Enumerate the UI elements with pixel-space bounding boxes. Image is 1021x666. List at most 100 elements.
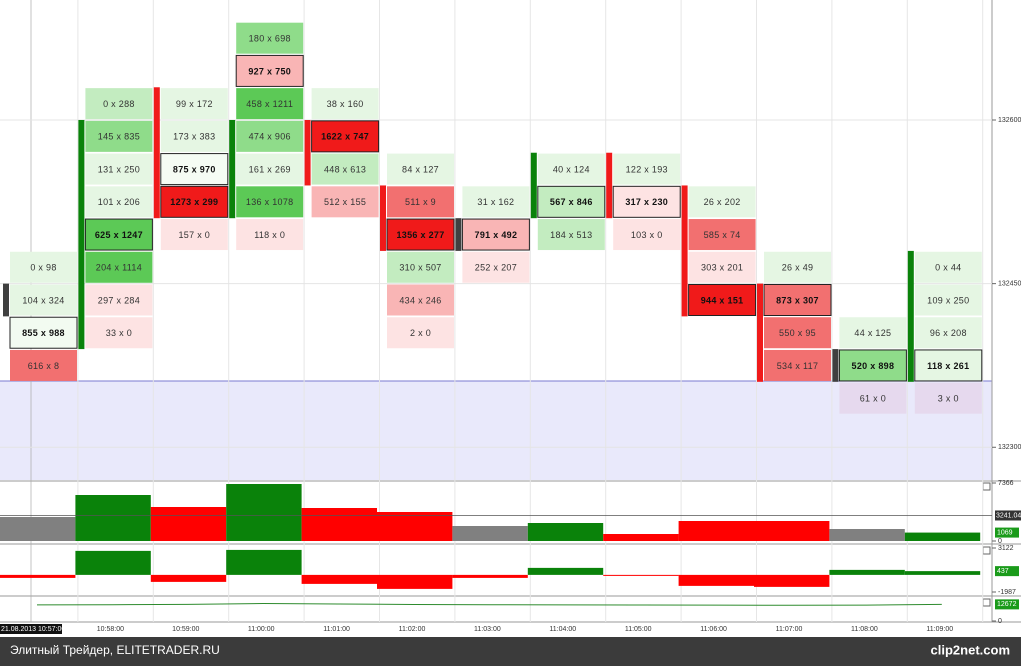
footprint-cell (9, 316, 78, 349)
cell-label: 122 x 193 (626, 164, 668, 174)
footprint-cell (236, 120, 304, 152)
bar (75, 495, 151, 541)
candle-body (681, 185, 688, 317)
cell-label: 145 x 835 (98, 132, 140, 142)
close-box[interactable] (982, 598, 991, 607)
candle-body (380, 185, 386, 251)
y-tick-label: 132450 (998, 280, 1021, 287)
footprint-cell (763, 284, 832, 316)
cell-label: 61 x 0 (860, 394, 886, 404)
value-badge (995, 510, 1021, 521)
cell-label: 303 x 201 (701, 263, 743, 273)
cell-label: 944 x 151 (701, 295, 744, 305)
y-tick-label: 7366 (998, 480, 1014, 487)
footer-caption: Элитный Трейдер, ELITETRADER.RU (10, 643, 220, 657)
candle-body (455, 218, 462, 251)
cell-label: 1273 x 299 (170, 197, 218, 207)
bar (678, 521, 754, 541)
cell-label: 26 x 202 (704, 197, 741, 207)
footprint-cell (84, 218, 153, 251)
footprint-cell (311, 120, 380, 153)
footprint-cell (688, 251, 756, 283)
cell-label: 310 x 507 (399, 263, 441, 273)
footprint-cell (688, 284, 757, 316)
cell-label: 1356 x 277 (396, 230, 444, 240)
bar (754, 574, 830, 587)
candle-body (757, 283, 763, 382)
candle-body (229, 120, 236, 219)
cell-label: 184 x 513 (550, 230, 592, 240)
footprint-cell (914, 349, 983, 382)
cell-label: 204 x 1114 (96, 263, 142, 273)
footprint-cell (386, 218, 455, 251)
footprint-cell (461, 218, 530, 251)
cell-label: 458 x 1211 (246, 99, 293, 109)
footprint-cell (764, 349, 831, 381)
footprint-cell (311, 186, 379, 218)
cell-label: 2 x 0 (410, 328, 431, 338)
cell-label: 0 x 288 (103, 99, 135, 109)
cell-label: 434 x 246 (399, 295, 441, 305)
cell-label: 173 x 383 (173, 132, 215, 142)
footprint-cell (236, 219, 304, 251)
y-tick-label: 132300 (998, 444, 1021, 451)
cell-label: 3 x 0 (938, 394, 959, 404)
footprint-cell (10, 349, 77, 381)
footprint-cell (764, 251, 831, 283)
cell-label: 103 x 0 (631, 230, 663, 240)
candle-body (3, 283, 9, 317)
footprint-cell (387, 251, 454, 283)
x-tick-label: 11:02:00 (399, 626, 426, 633)
footprint-cell (462, 251, 530, 283)
bar (0, 517, 76, 541)
cell-label: 109 x 250 (927, 295, 969, 305)
x-tick-label: 11:03:00 (474, 626, 501, 633)
cell-label: 180 x 698 (249, 34, 291, 44)
bar (603, 534, 679, 541)
bar (150, 507, 227, 541)
footprint-cell (85, 251, 153, 283)
candle-body (78, 120, 85, 350)
cell-label: 38 x 160 (327, 99, 364, 109)
bar (603, 574, 679, 576)
candle-body (530, 152, 537, 219)
footprint-cell (85, 153, 153, 185)
cell-label: 448 x 613 (324, 164, 366, 174)
bar (754, 521, 830, 541)
footprint-cell (85, 284, 153, 316)
footprint-cell (387, 317, 454, 349)
cell-label: 567 x 846 (550, 197, 593, 207)
x-tick-label: 11:00:00 (248, 626, 275, 633)
footprint-cell (537, 153, 605, 185)
footprint-cell (612, 185, 681, 218)
bar (527, 567, 604, 575)
cell-label: 585 x 74 (704, 230, 741, 240)
cell-label: 474 x 906 (249, 132, 291, 142)
footprint-cell (613, 219, 681, 251)
footprint-cell (537, 219, 605, 251)
close-box[interactable] (982, 482, 991, 491)
y-tick-label: 0 (998, 618, 1002, 625)
cell-label: 511 x 9 (405, 197, 436, 207)
cell-label: 161 x 269 (249, 164, 291, 174)
x-tick-label: 11:06:00 (700, 626, 727, 633)
y-tick-label: 3122 (998, 545, 1014, 552)
footprint-cell (160, 153, 229, 186)
footer-logo: clip2net.com (931, 642, 1010, 657)
bar (226, 484, 302, 541)
bar (226, 549, 302, 575)
bar (75, 550, 151, 575)
footprint-cell (914, 317, 982, 349)
bar (452, 574, 528, 578)
candle-body (907, 250, 914, 382)
footprint-cell (10, 251, 77, 283)
cell-label: 118 x 261 (927, 361, 969, 371)
cell-label: 0 x 98 (30, 263, 56, 273)
close-box[interactable] (982, 546, 991, 555)
footprint-cell (838, 349, 907, 382)
line (36, 603, 942, 606)
footprint-cell (311, 88, 379, 120)
cell-label: 44 x 125 (854, 328, 891, 338)
